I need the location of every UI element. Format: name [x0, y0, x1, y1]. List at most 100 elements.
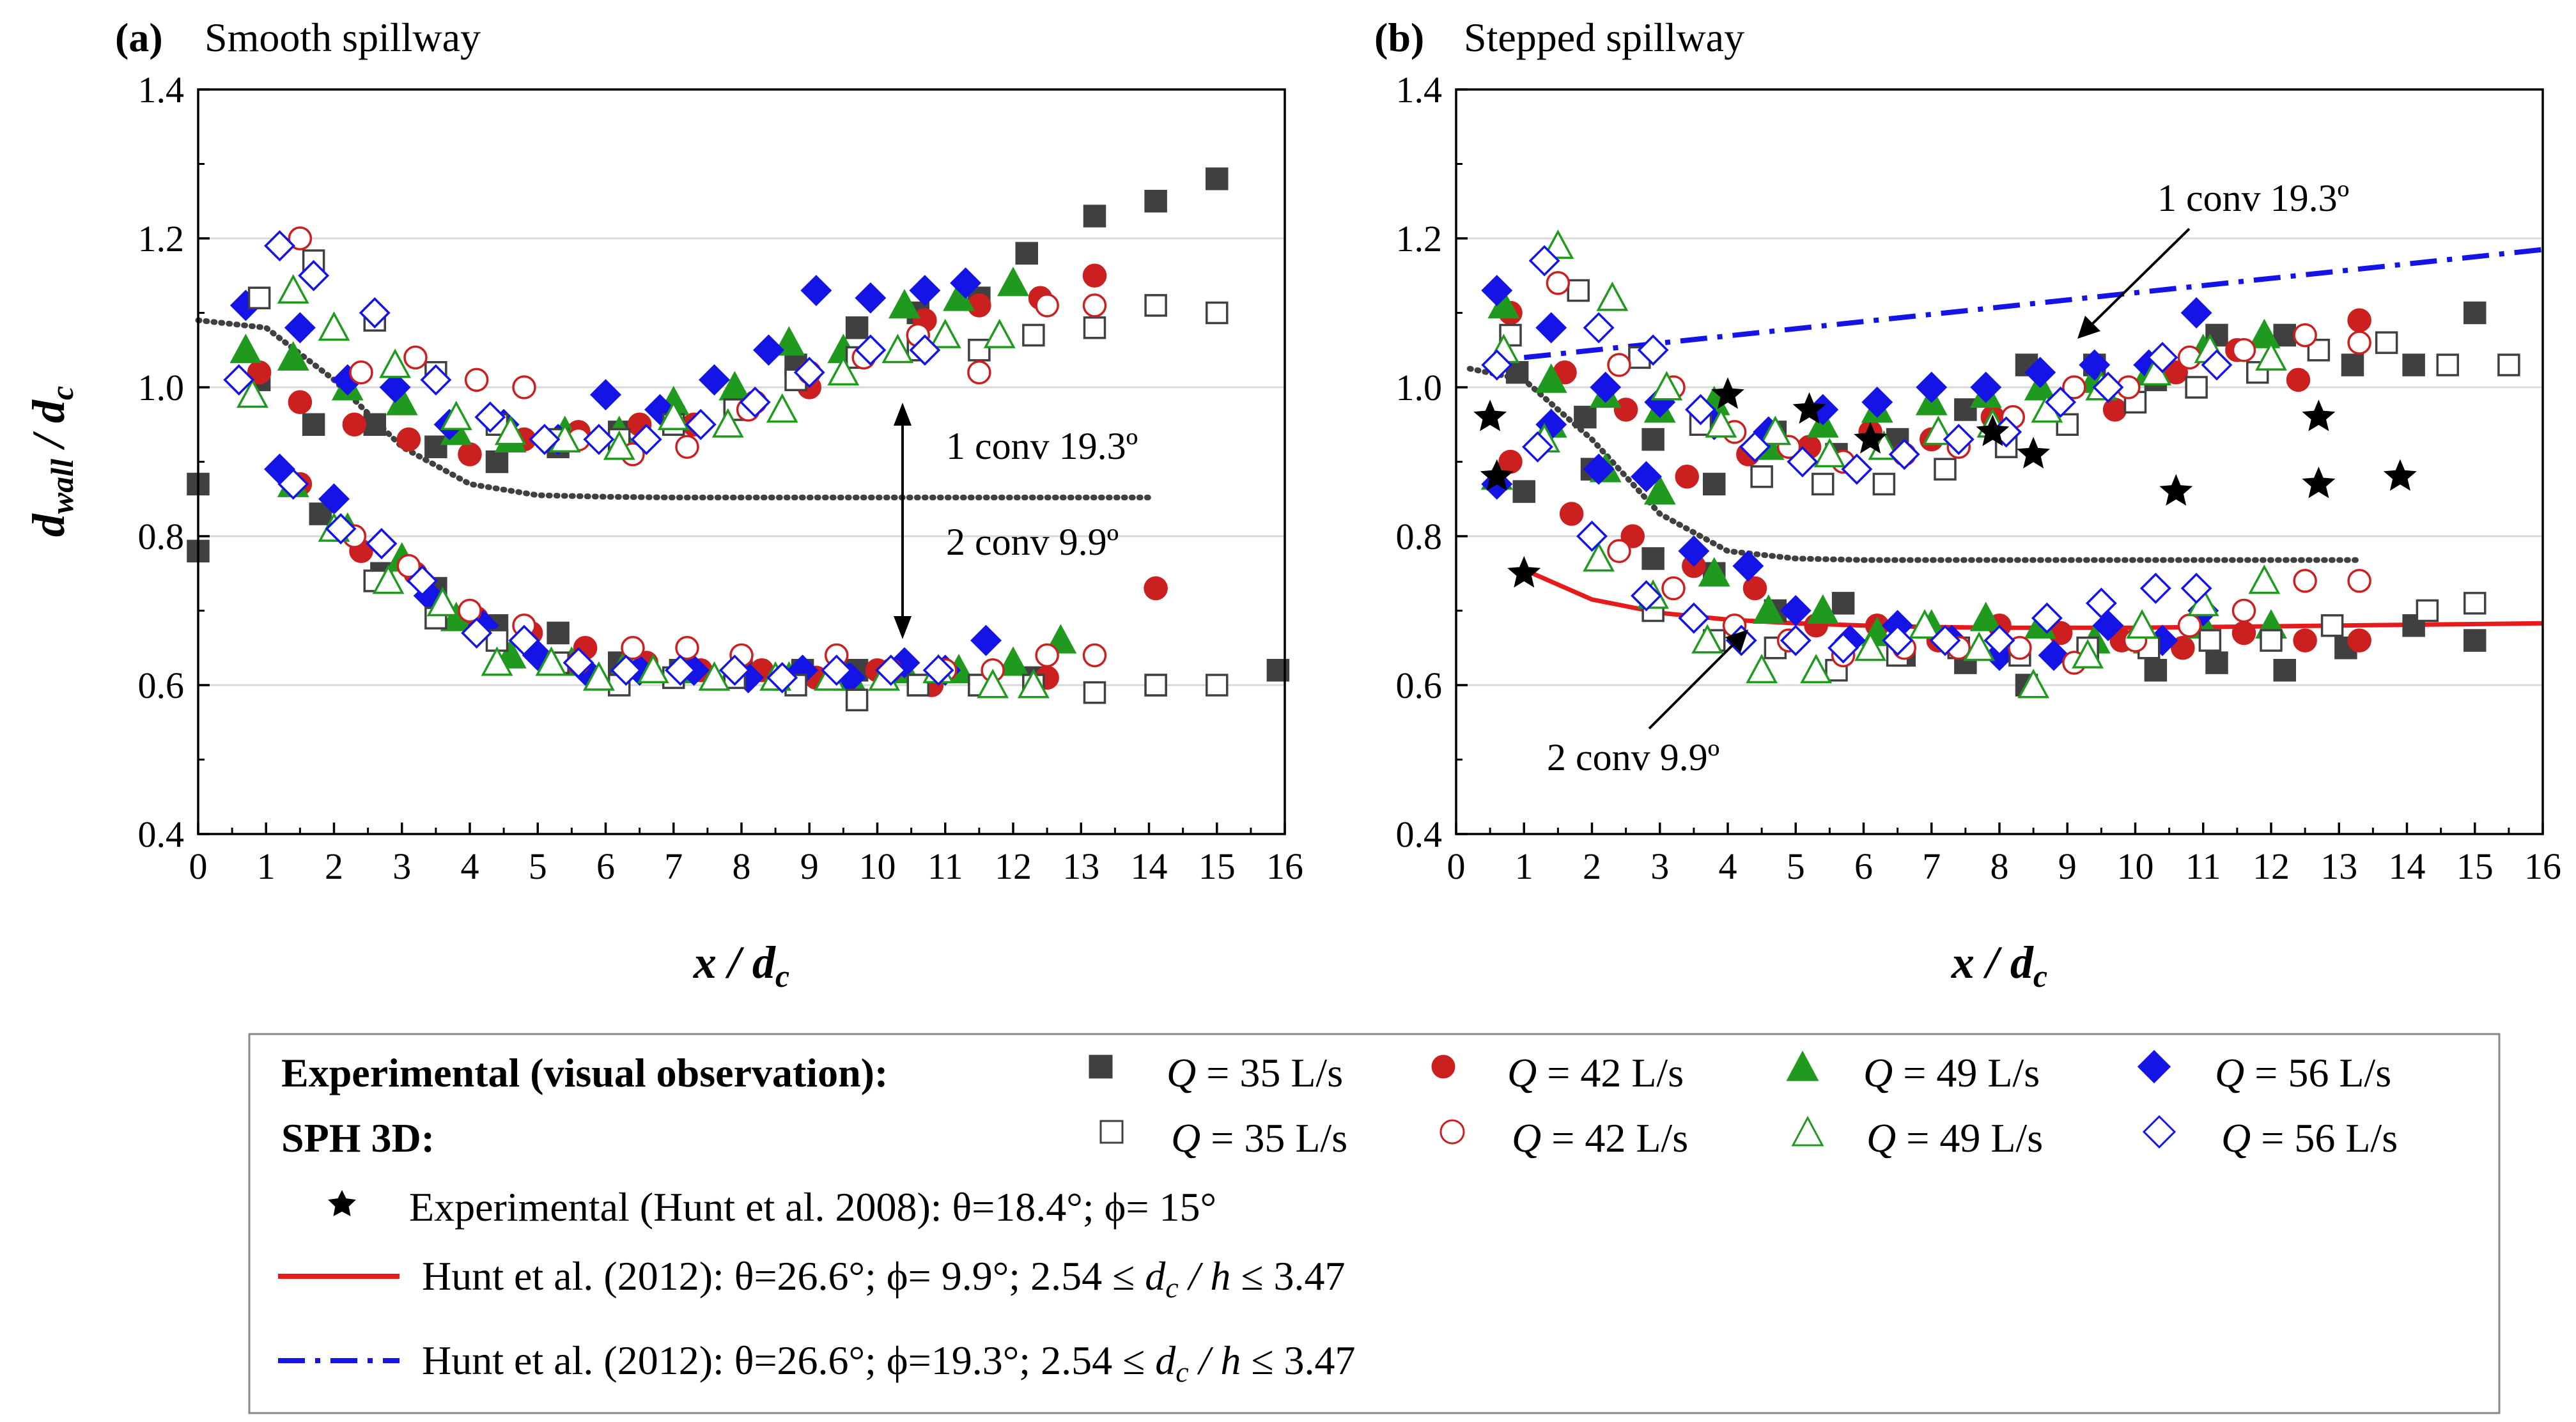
- sph-diamond-point: [2139, 573, 2171, 605]
- sph-square-point: [968, 339, 991, 362]
- sph-triangle-point: [535, 646, 568, 676]
- sph-diamond-point: [474, 401, 506, 433]
- exp-circle-point: [1742, 576, 1767, 601]
- exp-square-point: [2463, 301, 2487, 325]
- sph-square-point: [2463, 592, 2487, 615]
- sph-triangle-point: [2126, 609, 2159, 639]
- exp-triangle-point: [888, 289, 920, 319]
- x-tick-label: 10: [859, 846, 896, 887]
- x-tick-label: 8: [733, 846, 751, 887]
- exp-triangle-point: [1969, 601, 2002, 631]
- sph-triangle-point: [1691, 624, 1724, 654]
- exp-square-point: [1083, 205, 1106, 228]
- x-tick-label: 8: [1990, 846, 2009, 887]
- sph-square-point: [1567, 279, 1590, 302]
- star-point: [2302, 467, 2336, 498]
- sph-triangle-point: [237, 378, 268, 408]
- sph-square-point: [1022, 323, 1045, 347]
- exp-triangle-point: [1535, 363, 1567, 393]
- sph-triangle-point: [766, 393, 798, 423]
- exp-circle-point: [342, 412, 367, 437]
- legend-sph-q49: Q = 49 L/s: [1791, 1115, 2043, 1161]
- exp-square-point: [2144, 658, 2168, 682]
- sph-diamond-point: [875, 654, 907, 686]
- exp-diamond-point: [753, 334, 784, 366]
- sph-triangle-point: [657, 400, 690, 431]
- exp-square-point: [485, 450, 509, 474]
- exp-circle-point: [1675, 465, 1699, 489]
- exp-square-point: [1144, 190, 1167, 213]
- sph-diamond-point: [2201, 349, 2233, 381]
- x-tick-label: 14: [2389, 846, 2426, 887]
- sph-diamond-point: [366, 528, 398, 560]
- sph-circle-point: [1661, 576, 1686, 601]
- star-point: [1480, 459, 1514, 491]
- sph-diamond-point: [1678, 602, 1710, 634]
- panel-a-smooth-spillway: (a) Smooth spillway 0 1 2 3 4 5 6 7 8 9 10 11 12 13 14…: [23, 15, 1303, 994]
- sph-circle-point: [2008, 636, 2032, 660]
- panel-b-points: [1473, 229, 2520, 699]
- sph-circle-point: [464, 367, 489, 392]
- sph-circle-point: [2347, 569, 2371, 593]
- sph-diamond-point: [922, 654, 954, 686]
- exp-square-point: [1831, 592, 1855, 615]
- exp-triangle-point: [1643, 475, 1676, 505]
- sph-diamond-point: [2146, 341, 2178, 373]
- sph-triangle-point: [372, 564, 405, 594]
- sph-triangle-point: [277, 274, 309, 304]
- sph-square-point: [2185, 376, 2208, 399]
- exp-square-point: [302, 413, 325, 436]
- x-tick-label: 5: [529, 846, 547, 887]
- sph-circle-point: [1035, 293, 1059, 318]
- sph-square-point: [2320, 614, 2344, 637]
- legend-sph-q56: Q = 56 L/s: [2142, 1115, 2398, 1161]
- exp-diamond-point: [1780, 595, 1812, 626]
- sph-circle-point: [1035, 643, 1059, 668]
- sph-square-point: [906, 674, 929, 697]
- x-tick-label: 13: [1062, 846, 1099, 887]
- sph-square-point: [2375, 331, 2398, 354]
- legend-sph-q35: Q = 35 L/s: [1099, 1115, 1347, 1161]
- sph-diamond-point: [1827, 632, 1859, 664]
- sph-diamond-point: [529, 424, 561, 456]
- exp-circle-point: [396, 427, 421, 452]
- sph-diamond-point: [359, 297, 391, 328]
- sph-triangle-point: [1909, 609, 1941, 639]
- sph-circle-point: [1607, 353, 1631, 377]
- legend-hunt-2008: Experimental (Hunt et al. 2008): θ=18.4°…: [328, 1184, 1216, 1230]
- sph-diamond-point: [1481, 349, 1513, 381]
- exp-square-point: [2402, 353, 2425, 376]
- star-point: [1507, 555, 1541, 588]
- sph-circle-point: [288, 226, 313, 251]
- y-tick-label: 1.0: [1396, 367, 1443, 408]
- exp-circle-point: [2164, 360, 2188, 385]
- exp-triangle-point: [277, 341, 309, 371]
- sph-diamond-point: [1685, 394, 1716, 426]
- sph-square-point: [2198, 629, 2222, 652]
- sph-diamond-point: [685, 408, 717, 440]
- panel-a-double-arrow: [894, 403, 912, 639]
- sph-triangle-point: [698, 661, 731, 691]
- svg-text:Q = 56 L/s: Q = 56 L/s: [2215, 1050, 2391, 1095]
- sph-diamond-point: [1576, 520, 1608, 552]
- svg-text:Q = 49 L/s: Q = 49 L/s: [1866, 1115, 2043, 1161]
- exp-square-point: [547, 621, 570, 645]
- sph-diamond-point: [2045, 386, 2077, 418]
- sph-square-point: [2436, 353, 2459, 376]
- sph-triangle-point: [426, 587, 459, 617]
- sph-diamond-point: [630, 424, 662, 456]
- sph-diamond-point: [264, 230, 295, 262]
- exp-circle-point: [2286, 367, 2311, 392]
- exp-diamond-point: [1535, 312, 1567, 344]
- sph-circle-point: [2231, 598, 2256, 623]
- sph-diamond-point: [1522, 431, 1553, 463]
- sph-square-point: [1206, 301, 1229, 325]
- exp-diamond-point: [2024, 357, 2056, 389]
- exp-circle-point: [2231, 621, 2256, 645]
- svg-text:Q = 42 L/s: Q = 42 L/s: [1512, 1115, 1688, 1161]
- sph-triangle-point: [1746, 654, 1778, 684]
- sph-triangle-point: [1963, 631, 1996, 661]
- exp-diamond-point: [2180, 297, 2212, 328]
- exp-diamond-point: [1590, 371, 1622, 403]
- exp-diamond-point: [379, 371, 411, 403]
